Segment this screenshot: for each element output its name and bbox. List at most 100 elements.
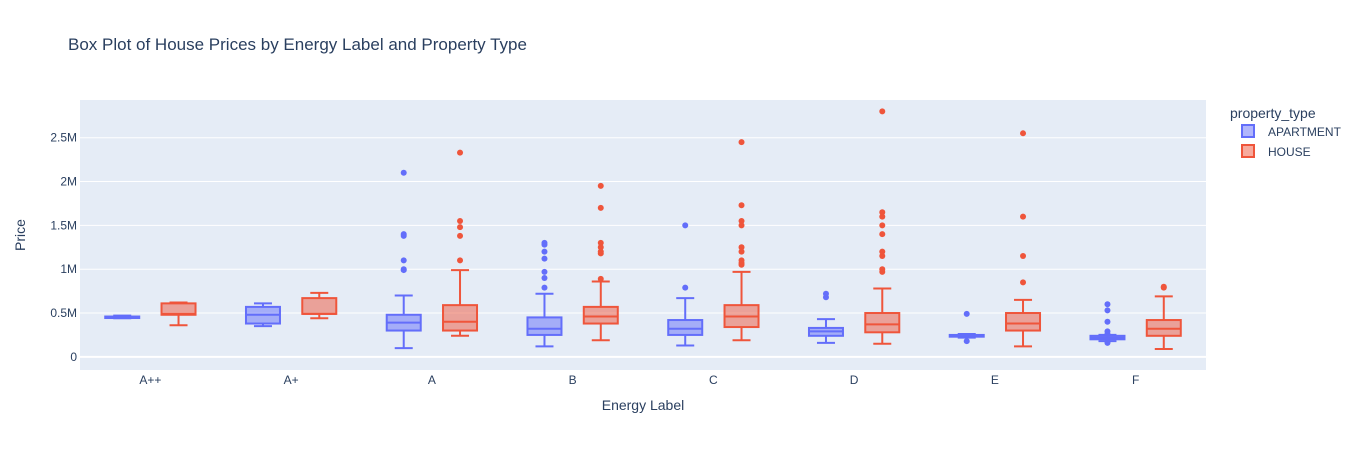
outlier-point	[457, 224, 464, 231]
outlier-point	[879, 209, 886, 216]
y-tick-label: 2M	[60, 175, 77, 189]
x-tick-label: E	[991, 373, 999, 387]
box-apartment-D	[807, 290, 844, 344]
box-house-A+	[301, 291, 338, 320]
box-house-F	[1145, 283, 1182, 350]
outlier-point	[541, 268, 548, 275]
outlier-point	[1104, 338, 1111, 345]
outlier-point	[457, 149, 464, 156]
outlier-point	[457, 232, 464, 239]
outlier-point	[1160, 283, 1167, 290]
box-iqr	[667, 319, 704, 336]
outlier-point	[879, 231, 886, 238]
outlier-point	[1104, 318, 1111, 325]
outlier-point	[879, 108, 886, 115]
outlier-point	[457, 217, 464, 224]
outlier-point	[682, 222, 689, 229]
y-tick-label: 2.5M	[50, 131, 77, 145]
outlier-point	[541, 248, 548, 255]
box-apartment-B	[526, 239, 563, 348]
outlier-point	[541, 239, 548, 246]
outlier-point	[738, 222, 745, 229]
x-tick-label: C	[709, 373, 718, 387]
outlier-point	[963, 338, 970, 345]
outlier-point	[1104, 301, 1111, 308]
box-apartment-A++	[104, 314, 141, 320]
x-axis-title: Energy Label	[602, 397, 685, 413]
box-iqr	[582, 305, 619, 325]
outlier-point	[1020, 279, 1027, 286]
legend-item-apartment[interactable]: APARTMENT	[1241, 124, 1342, 139]
outlier-point	[738, 244, 745, 251]
x-tick-label: F	[1132, 373, 1139, 387]
outlier-point	[1020, 130, 1027, 137]
box-traces	[104, 108, 1182, 350]
outlier-point	[738, 202, 745, 209]
y-tick-label: 1M	[60, 262, 77, 276]
x-tick-label: A++	[139, 373, 161, 387]
outlier-point	[597, 204, 604, 211]
legend-label-apartment: APARTMENT	[1268, 125, 1342, 139]
box-iqr	[526, 316, 563, 336]
box-apartment-A+	[244, 302, 281, 328]
outlier-point	[879, 222, 886, 229]
outlier-point	[541, 274, 548, 281]
outlier-point	[1020, 213, 1027, 220]
legend-title: property_type	[1230, 105, 1316, 121]
x-tick-label: A	[428, 373, 436, 387]
box-house-E	[1005, 130, 1042, 348]
outlier-point	[682, 284, 689, 291]
chart-title: Box Plot of House Prices by Energy Label…	[68, 35, 527, 54]
outlier-point	[597, 248, 604, 255]
legend[interactable]: property_type APARTMENT HOUSE	[1230, 105, 1342, 159]
outlier-point	[400, 266, 407, 273]
y-axis-title: Price	[12, 219, 28, 251]
y-tick-label: 0.5M	[50, 306, 77, 320]
box-house-A++	[160, 301, 197, 327]
outlier-point	[822, 290, 829, 297]
y-tick-label: 1.5M	[50, 218, 77, 232]
outlier-point	[400, 231, 407, 238]
outlier-point	[457, 257, 464, 264]
outlier-point	[1020, 253, 1027, 260]
outlier-point	[738, 139, 745, 146]
box-iqr	[864, 312, 901, 334]
legend-swatch-apartment	[1241, 124, 1255, 138]
x-tick-label: A+	[284, 373, 299, 387]
outlier-point	[738, 217, 745, 224]
box-house-A	[442, 149, 479, 337]
box-house-D	[864, 108, 901, 345]
outlier-point	[879, 253, 886, 260]
outlier-point	[963, 310, 970, 317]
x-tick-label: B	[569, 373, 577, 387]
outlier-point	[597, 244, 604, 251]
outlier-point	[879, 248, 886, 255]
legend-item-house[interactable]: HOUSE	[1241, 144, 1311, 159]
outlier-point	[738, 248, 745, 255]
outlier-point	[541, 284, 548, 291]
box-iqr	[301, 297, 338, 315]
outlier-point	[879, 213, 886, 220]
outlier-point	[400, 169, 407, 176]
box-iqr	[442, 304, 479, 332]
box-house-C	[723, 139, 760, 342]
box-apartment-A	[385, 169, 422, 350]
legend-swatch-house	[1241, 144, 1255, 158]
box-house-B	[582, 182, 619, 342]
legend-label-house: HOUSE	[1268, 145, 1311, 159]
outlier-point	[738, 257, 745, 264]
x-axis-ticks: A++ A+ A B C D E F	[139, 373, 1139, 387]
box-iqr	[1005, 312, 1042, 332]
outlier-point	[541, 255, 548, 262]
outlier-point	[1104, 328, 1111, 335]
outlier-point	[400, 257, 407, 264]
x-tick-label: D	[850, 373, 859, 387]
outlier-point	[879, 266, 886, 273]
outlier-point	[597, 275, 604, 282]
outlier-point	[597, 239, 604, 246]
box-apartment-F	[1089, 301, 1126, 346]
outlier-point	[1104, 307, 1111, 314]
box-apartment-C	[667, 222, 704, 347]
y-tick-label: 0	[70, 350, 77, 364]
